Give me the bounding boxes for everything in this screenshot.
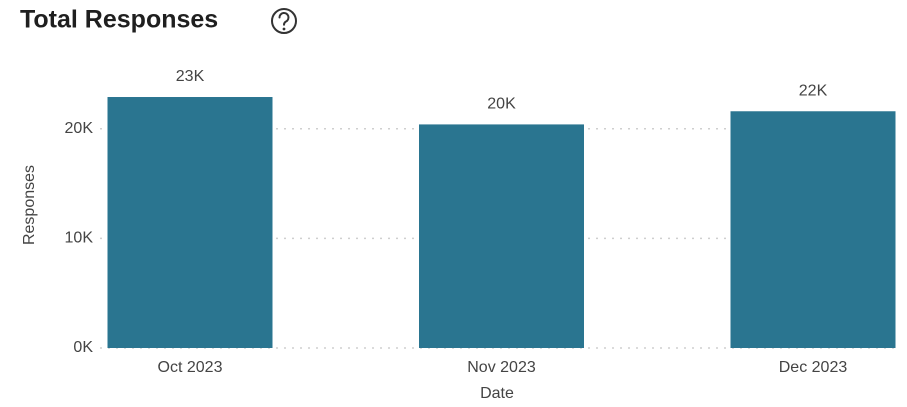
- y-tick-label: 10K: [65, 230, 94, 247]
- x-tick-label: Nov 2023: [467, 359, 536, 376]
- y-axis-label: Responses: [21, 165, 38, 245]
- y-tick-label: 20K: [65, 120, 94, 137]
- x-tick-label: Dec 2023: [779, 359, 848, 376]
- data-label: 23K: [176, 68, 205, 85]
- help-icon[interactable]: [271, 8, 297, 34]
- y-tick-label: 0K: [73, 339, 93, 356]
- x-axis-label: Date: [480, 385, 514, 402]
- bar: [730, 111, 896, 348]
- data-label: 22K: [799, 82, 828, 99]
- bar: [419, 124, 584, 348]
- bar: [107, 97, 273, 349]
- chart-title: Total Responses: [20, 6, 218, 34]
- x-tick-label: Oct 2023: [158, 359, 223, 376]
- data-label: 20K: [487, 96, 516, 113]
